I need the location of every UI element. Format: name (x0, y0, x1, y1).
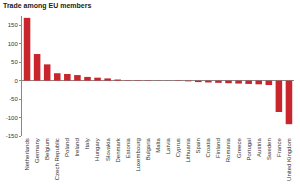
svg-text:Latvia: Latvia (165, 138, 171, 155)
svg-text:Ireland: Ireland (74, 138, 80, 156)
svg-text:Cyprus: Cyprus (175, 138, 181, 157)
svg-text:United Kingdom: United Kingdom (286, 138, 292, 181)
svg-text:Lithuania: Lithuania (185, 138, 191, 163)
svg-text:Romania: Romania (225, 138, 231, 163)
svg-text:Trade among EU members: Trade among EU members (3, 2, 91, 10)
svg-text:Sweden: Sweden (266, 138, 272, 160)
svg-text:Greece: Greece (236, 138, 242, 158)
svg-text:Portugal: Portugal (246, 138, 252, 160)
svg-text:Belgium: Belgium (44, 138, 50, 160)
svg-text:-100: -100 (6, 115, 19, 121)
svg-text:France: France (276, 138, 282, 157)
svg-text:Netherlands: Netherlands (24, 138, 30, 170)
svg-text:Italy: Italy (84, 138, 90, 149)
svg-text:Poland: Poland (64, 138, 70, 157)
svg-text:Finland: Finland (215, 138, 221, 158)
svg-text:150: 150 (8, 22, 19, 28)
svg-text:Austria: Austria (256, 138, 262, 157)
svg-text:Slovakia: Slovakia (105, 138, 111, 161)
svg-text:-50: -50 (9, 96, 18, 102)
svg-text:Spain: Spain (195, 138, 201, 153)
svg-text:50: 50 (11, 59, 18, 65)
svg-text:Denmark: Denmark (115, 137, 121, 162)
svg-text:Hungary: Hungary (95, 138, 101, 161)
svg-text:Luxembourg: Luxembourg (135, 138, 141, 171)
svg-text:Bulgaria: Bulgaria (145, 138, 151, 161)
svg-text:Malta: Malta (155, 138, 161, 153)
svg-text:Germany: Germany (34, 138, 40, 163)
svg-text:Czech Republic: Czech Republic (54, 138, 60, 180)
svg-text:0: 0 (14, 78, 18, 84)
svg-text:Estonia: Estonia (125, 138, 131, 159)
svg-text:100: 100 (8, 41, 19, 47)
svg-text:-150: -150 (6, 133, 19, 139)
svg-text:Croatia: Croatia (205, 138, 211, 158)
